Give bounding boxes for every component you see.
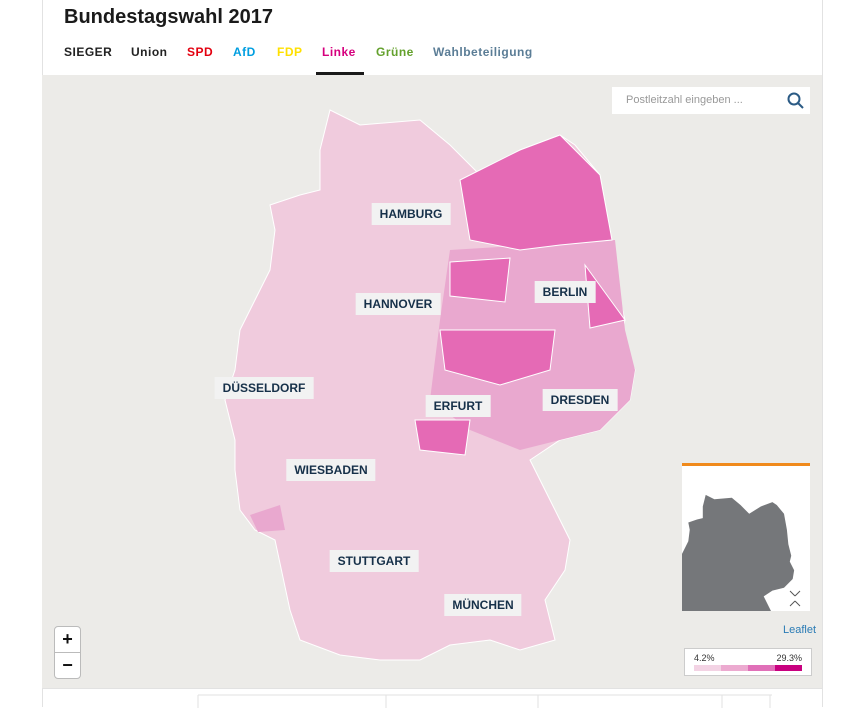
city-label: BERLIN (534, 281, 596, 303)
attribution[interactable]: Leaflet (783, 624, 817, 636)
city-label: DÜSSELDORF (214, 377, 314, 399)
city-label: MÜNCHEN (444, 594, 522, 616)
tab[interactable]: SIEGER (64, 45, 113, 59)
tab[interactable]: Wahlbeteiligung (433, 45, 533, 59)
region-medium (250, 505, 285, 532)
tab[interactable]: Union (131, 45, 168, 59)
region-dark (449, 257, 511, 303)
search-icon[interactable] (786, 91, 806, 111)
tab[interactable]: AfD (233, 45, 256, 59)
city-label: HAMBURG (371, 203, 451, 225)
minimap[interactable] (675, 463, 810, 655)
city-label: ERFURT (425, 395, 491, 417)
tab[interactable]: SPD (187, 45, 214, 59)
city-label: HANNOVER (355, 293, 441, 315)
minimap-svg (675, 494, 801, 655)
city-label: WIESBADEN (286, 459, 376, 481)
legend-min: 4.2% (694, 653, 715, 663)
zoom-in[interactable]: + (54, 626, 81, 653)
tab[interactable]: FDP (277, 45, 303, 59)
tab[interactable]: Grüne (376, 45, 414, 59)
region-dark (414, 419, 471, 456)
bottom-bar (42, 688, 822, 708)
city-label: DRESDEN (542, 389, 618, 411)
zoom-out[interactable]: − (54, 652, 81, 679)
bottom-lines (197, 694, 772, 708)
region-dark (459, 134, 613, 251)
legend-max: 29.3% (776, 653, 802, 663)
legend: 4.2% 29.3% (684, 648, 812, 676)
legend-scale (694, 665, 802, 671)
tab[interactable]: Linke (322, 45, 356, 59)
title: Bundestagswahl 2017 (64, 6, 273, 28)
active-tab-underline (316, 72, 364, 75)
region-dark (439, 329, 556, 386)
search-input[interactable]: Postleitzahl eingeben ... (612, 87, 810, 114)
city-label: STUTTGART (329, 550, 419, 572)
